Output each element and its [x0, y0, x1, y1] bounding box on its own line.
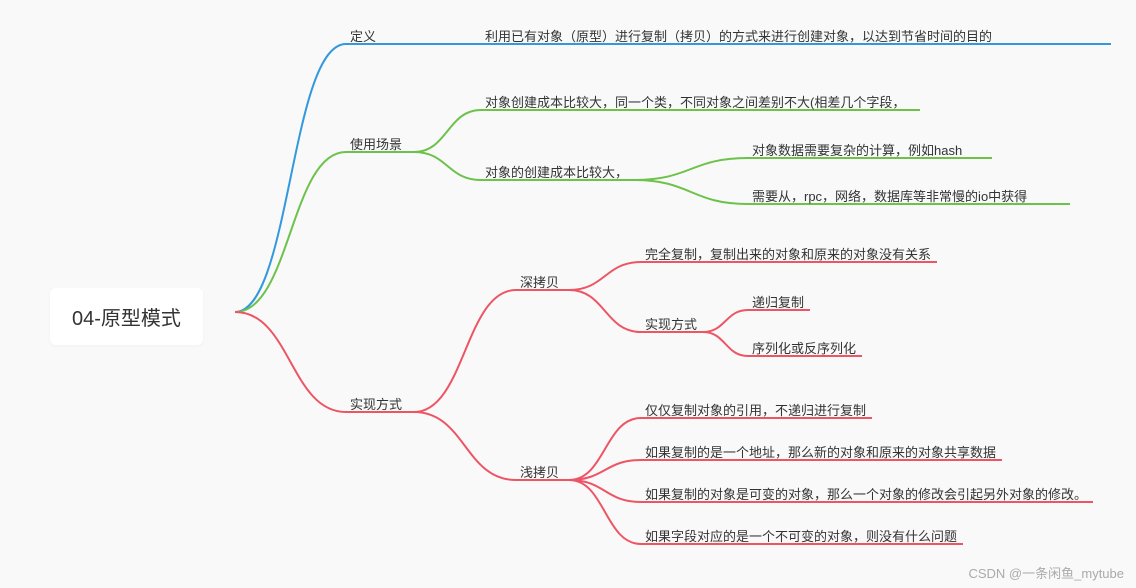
- mindmap-node: 如果字段对应的是一个不可变的对象，则没有什么问题: [645, 526, 957, 545]
- mindmap-node: 序列化或反序列化: [752, 338, 856, 357]
- mindmap-node: 对象的创建成本比较大，: [485, 162, 628, 181]
- mindmap-node: 完全复制，复制出来的对象和原来的对象没有关系: [645, 244, 931, 263]
- mindmap-node: 递归复制: [752, 292, 804, 311]
- mindmap-node: 如果复制的是一个地址，那么新的对象和原来的对象共享数据: [645, 442, 996, 461]
- mindmap-node: 利用已有对象（原型）进行复制（拷贝）的方式来进行创建对象，以达到节省时间的目的: [485, 26, 992, 45]
- root-node: 04-原型模式: [50, 288, 203, 345]
- mindmap-node: 如果复制的对象是可变的对象，那么一个对象的修改会引起另外对象的修改。: [645, 484, 1087, 503]
- mindmap-node: 深拷贝: [520, 272, 559, 291]
- mindmap-node: 实现方式: [350, 394, 402, 413]
- mindmap-node: 浅拷贝: [520, 462, 559, 481]
- watermark: CSDN @一条闲鱼_mytube: [968, 563, 1124, 582]
- mindmap-node: 使用场景: [350, 134, 402, 153]
- mindmap-node: 需要从，rpc，网络，数据库等非常慢的io中获得: [752, 186, 1027, 205]
- mindmap-node: 实现方式: [645, 314, 697, 333]
- mindmap-node: 对象数据需要复杂的计算，例如hash: [752, 140, 962, 159]
- mindmap-node: 定义: [350, 26, 376, 45]
- mindmap-node: 对象创建成本比较大，同一个类，不同对象之间差别不大(相差几个字段，: [485, 92, 905, 111]
- mindmap-node: 仅仅复制对象的引用，不递归进行复制: [645, 400, 866, 419]
